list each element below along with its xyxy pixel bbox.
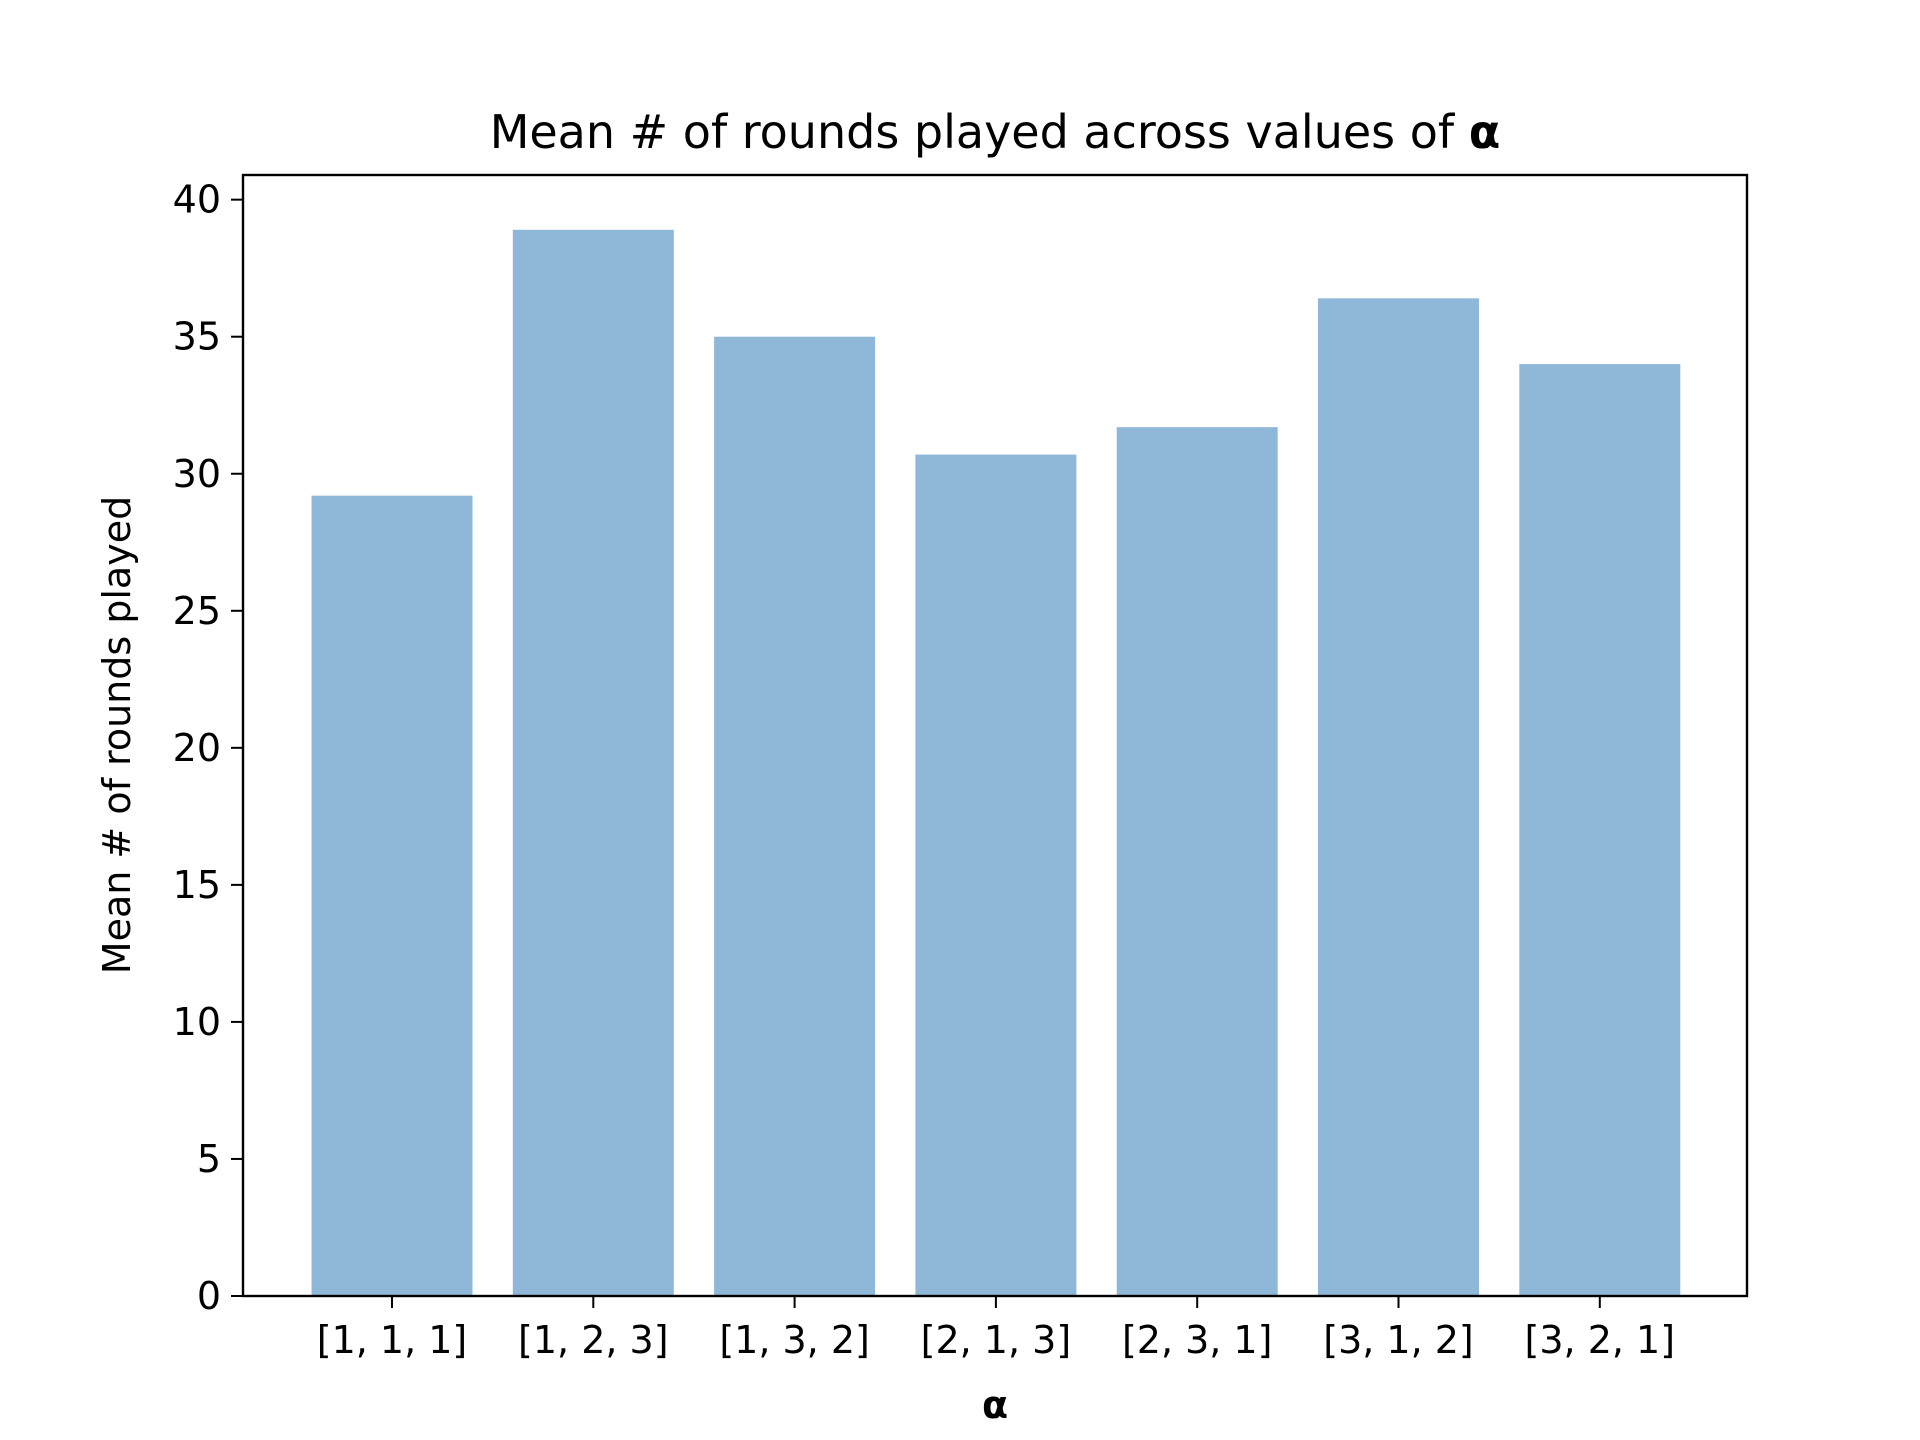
x-tick-label: [2, 1, 3] (921, 1318, 1072, 1362)
x-tick-label: [1, 1, 1] (317, 1318, 468, 1362)
chart-title: Mean # of rounds played across values of… (490, 105, 1501, 159)
x-tick-label: [1, 2, 3] (518, 1318, 669, 1362)
chart-title-symbol: α (1469, 105, 1501, 159)
y-tick-label: 10 (173, 1000, 221, 1044)
y-tick-label: 40 (173, 178, 221, 222)
plot-frame (241, 173, 1749, 1298)
y-tick-label: 30 (173, 452, 221, 496)
bar (512, 229, 674, 1296)
bar (915, 454, 1077, 1296)
bars (311, 229, 1681, 1297)
y-tick-label: 35 (173, 315, 221, 359)
y-tick-label: 15 (173, 863, 221, 907)
y-tick-label: 20 (173, 726, 221, 770)
y-tick-label: 25 (173, 589, 221, 633)
x-axis: [1, 1, 1] [1, 2, 3] [1, 3, 2] [2, 1, 3] [2, … (317, 1296, 1675, 1362)
x-tick-label: [3, 2, 1] (1525, 1318, 1676, 1362)
bar (1519, 364, 1681, 1296)
y-tick-label: 5 (197, 1137, 221, 1181)
y-axis-title: Mean # of rounds played (95, 496, 139, 974)
bar (311, 495, 473, 1296)
chart-title-main: Mean # of rounds played across values of (490, 105, 1469, 159)
bar (1116, 427, 1278, 1296)
x-tick-label: [2, 3, 1] (1122, 1318, 1273, 1362)
y-tick-label: 0 (197, 1274, 221, 1318)
x-axis-title: α (982, 1383, 1008, 1427)
bar (1318, 298, 1479, 1297)
x-tick-label: [3, 1, 2] (1323, 1318, 1474, 1362)
x-tick-label: [1, 3, 2] (719, 1318, 870, 1362)
y-axis: 0 5 10 15 20 25 30 35 40 (173, 178, 243, 1318)
bar (714, 336, 876, 1297)
